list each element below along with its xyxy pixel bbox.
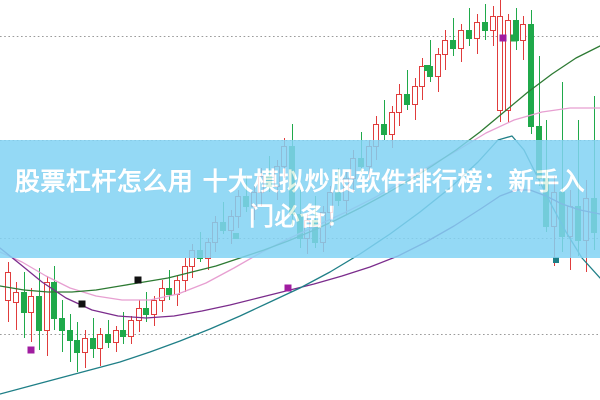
candle-body-up [327, 192, 333, 213]
candle-body-down [358, 158, 364, 167]
candle-body-up [583, 198, 589, 241]
candle-body-up [228, 216, 234, 231]
candle-body-up [412, 86, 418, 105]
candle-body-up [189, 250, 195, 267]
candle-body-down [559, 192, 565, 237]
candle-body-up [366, 146, 372, 167]
candle-body-up [389, 112, 395, 135]
candle-body-up [396, 94, 402, 113]
candle-body-down [59, 318, 65, 331]
candle-body-up [97, 334, 103, 349]
candle-body-down [166, 288, 172, 295]
candle-body-up [274, 166, 280, 187]
candle-body-down [21, 292, 27, 313]
candle-body-up [505, 20, 511, 111]
candle-body-up [113, 330, 119, 343]
signal-marker [134, 276, 142, 284]
candle-body-up [442, 40, 448, 55]
candle-body-down [143, 308, 149, 315]
candle-body-up [251, 192, 257, 207]
candle-body-down [67, 330, 73, 341]
candle-body-up [212, 222, 218, 243]
candle-body-up [497, 16, 503, 111]
candle-body-down [575, 206, 581, 241]
candle-body-up [435, 54, 441, 77]
candle-body-up [419, 66, 425, 87]
candle-body-up [567, 206, 573, 237]
candle-body-up [136, 308, 142, 321]
candle-body-down [335, 192, 341, 201]
signal-marker [553, 257, 559, 263]
candle-body-up [174, 280, 180, 295]
candle-body-up [82, 338, 88, 353]
candle-body-down [197, 250, 203, 259]
candle-body-up [350, 158, 356, 179]
candle-body-down [120, 330, 126, 337]
candle-body-up [458, 30, 464, 49]
candle-body-down [51, 282, 57, 319]
candle-body-up [258, 176, 264, 193]
candle-body-down [482, 22, 488, 31]
candle-body-up [159, 288, 165, 301]
candle-body-up [373, 124, 379, 147]
candle-body-down [289, 146, 295, 215]
candle-body-down [591, 198, 597, 233]
signal-marker [499, 34, 507, 42]
candle-body-up [13, 292, 19, 303]
candle-body-down [536, 126, 542, 179]
candle-body-down [312, 220, 318, 243]
candle-body-down [243, 196, 249, 207]
candle-body-down [266, 176, 272, 187]
candle-body-down [543, 178, 549, 227]
candle-body-up [205, 242, 211, 259]
candle-body-down [36, 296, 42, 331]
candle-body-down [105, 334, 111, 343]
candle-body-up [235, 196, 241, 217]
candle-body-down [528, 24, 534, 127]
candle-body-down [90, 338, 96, 349]
candle-body-up [343, 178, 349, 201]
candle-body-up [151, 300, 157, 315]
candle-body-up [128, 320, 134, 337]
candle-body-up [320, 212, 326, 243]
signal-marker [233, 233, 239, 239]
candle-body-down [466, 30, 472, 39]
signal-marker [424, 65, 430, 71]
candle-body-down [404, 94, 410, 105]
candle-body-down [381, 124, 387, 135]
candle-body-up [520, 24, 526, 41]
candle-body-down [450, 40, 456, 49]
candle-body-down [220, 222, 226, 231]
candle-body-up [474, 22, 480, 39]
signal-marker [510, 34, 518, 42]
signal-marker [284, 284, 292, 292]
candle-body-up [28, 296, 34, 313]
signal-marker [78, 300, 86, 308]
candle-body-down [74, 340, 80, 353]
signal-marker [27, 346, 35, 354]
candle-body-up [44, 282, 50, 331]
candle-body-up [281, 146, 287, 167]
candle-body-up [490, 16, 496, 31]
